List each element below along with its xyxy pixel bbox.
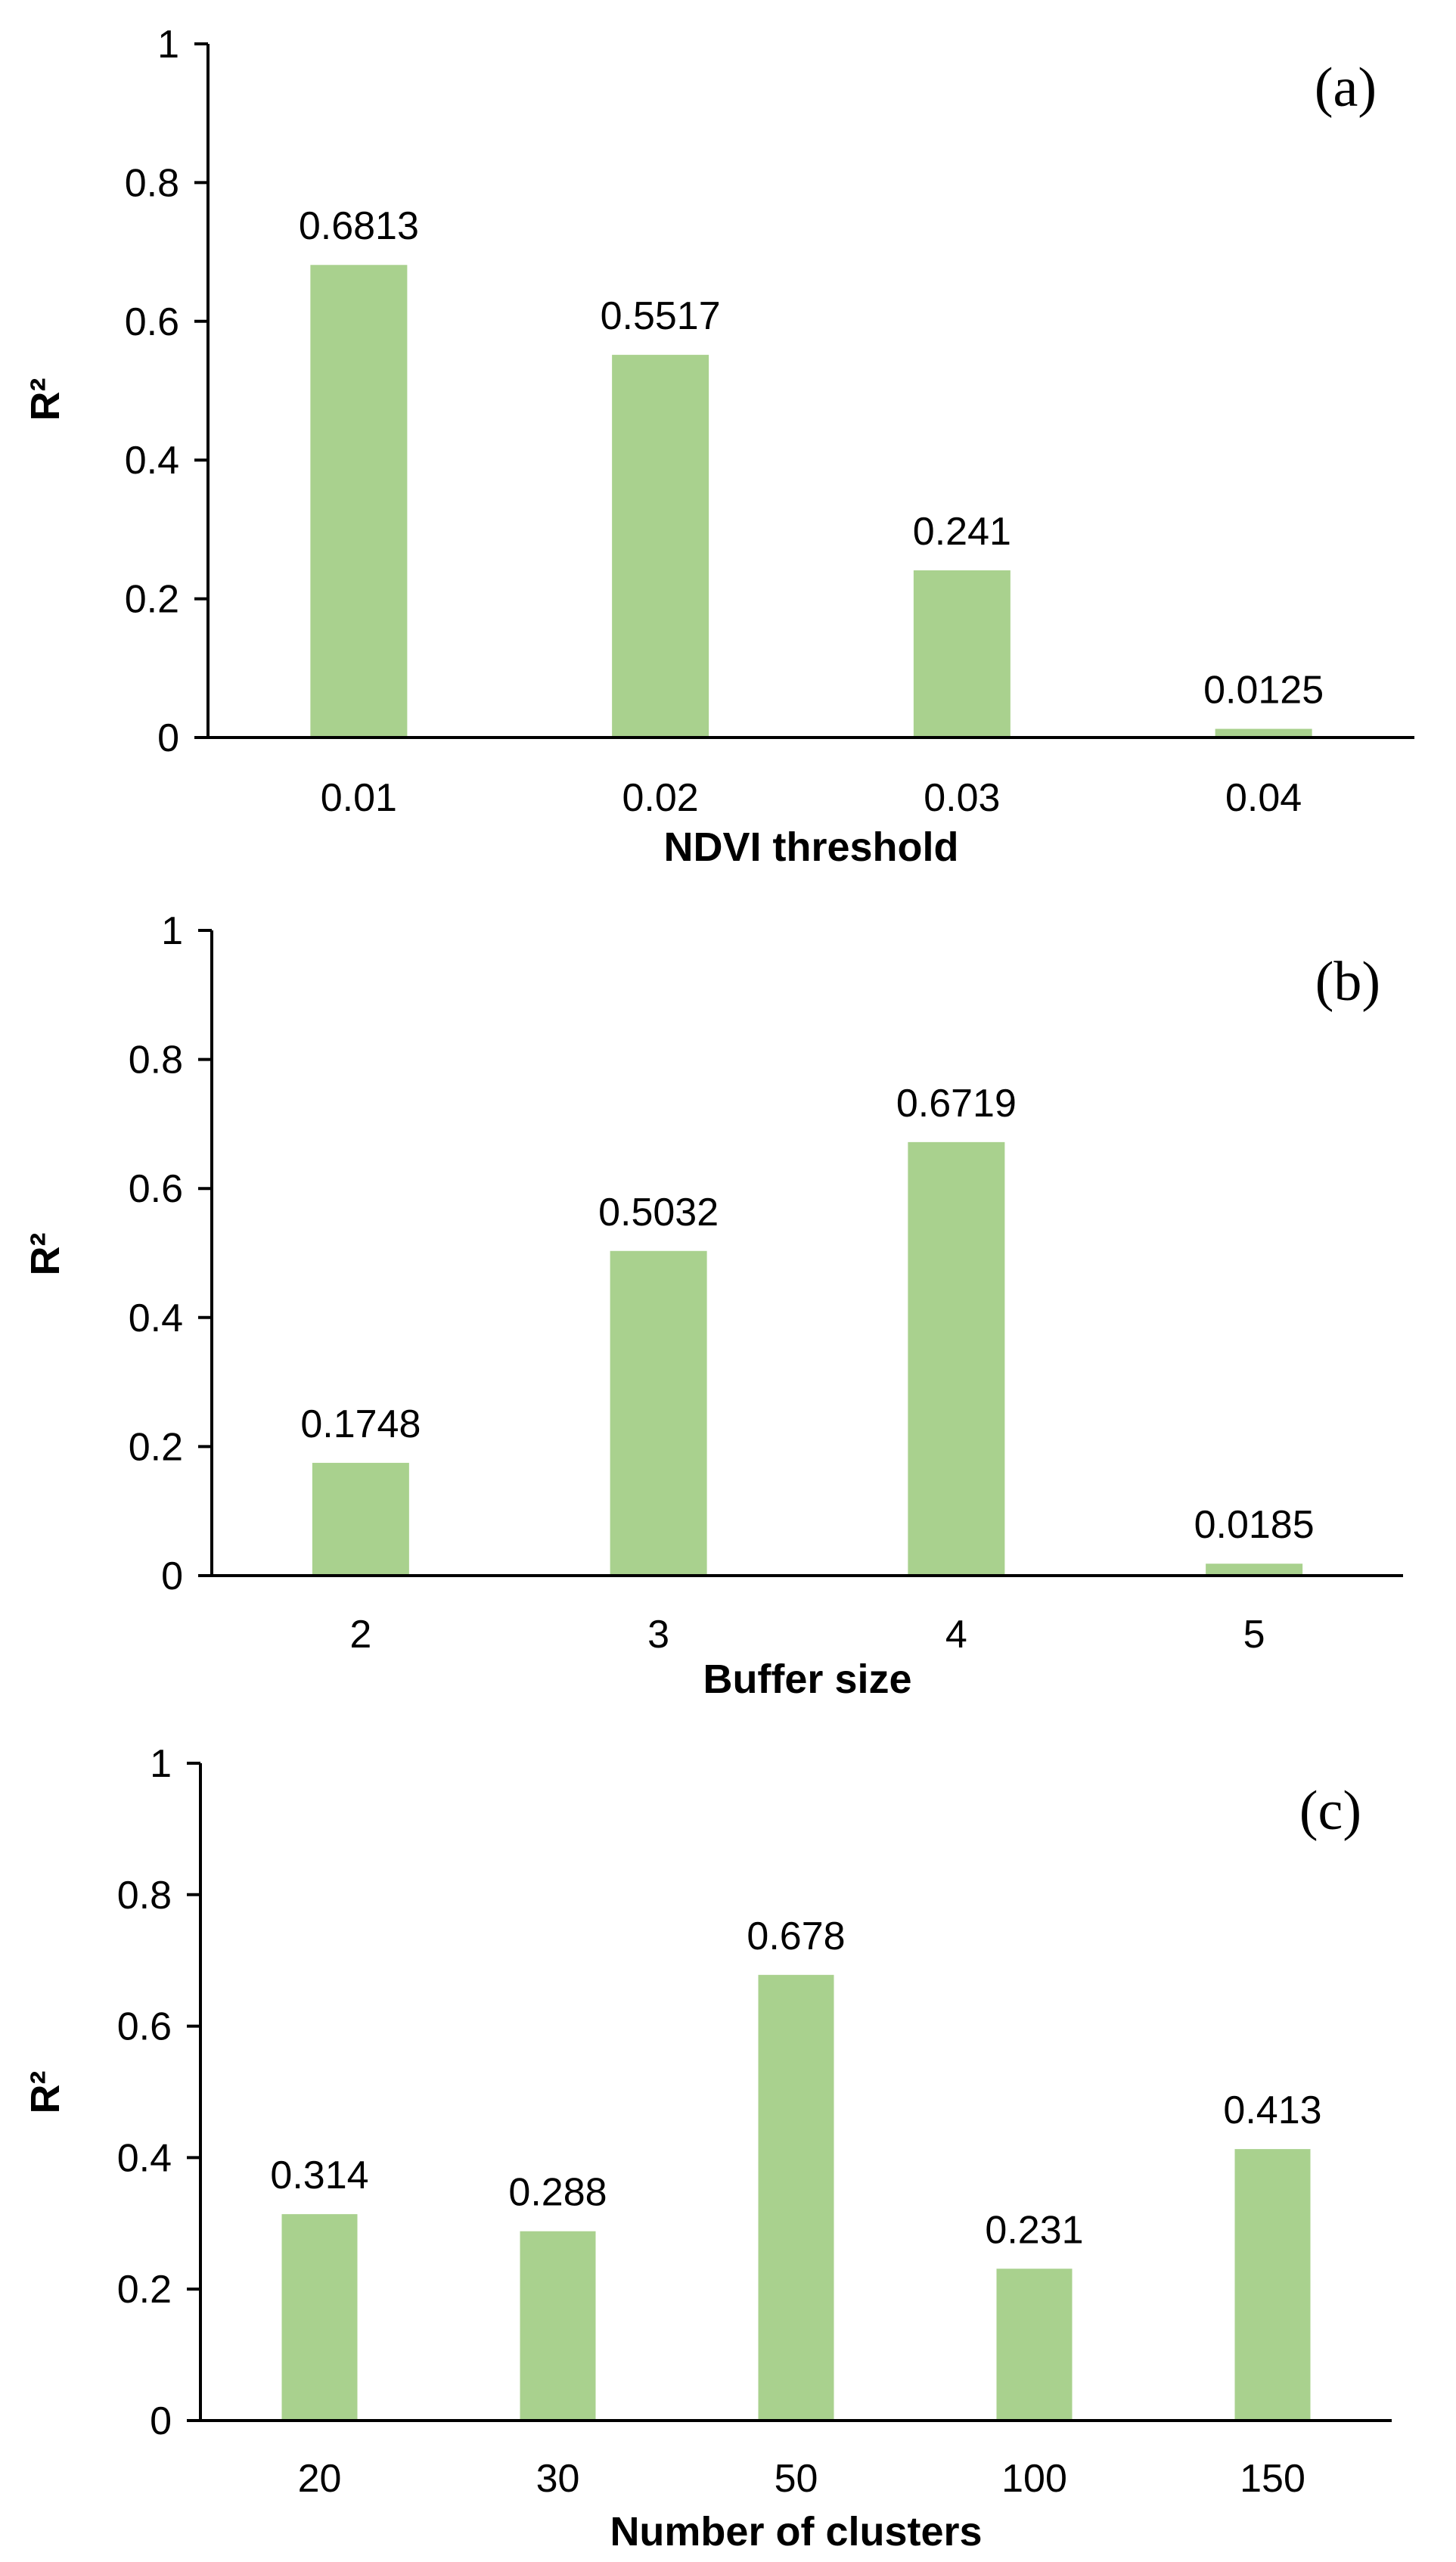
data-label: 0.314 — [270, 2154, 368, 2197]
x-axis-title: Number of clusters — [610, 2509, 982, 2554]
y-axis-title: R² — [23, 2071, 68, 2114]
panel-label: (a) — [1315, 57, 1377, 119]
x-tick-label: 150 — [1240, 2457, 1305, 2501]
y-tick-label: 0.6 — [117, 2005, 172, 2049]
panel-label: (b) — [1315, 951, 1380, 1013]
x-tick-label: 0.02 — [622, 776, 699, 820]
x-tick-label: 5 — [1243, 1613, 1265, 1657]
bar-150 — [1234, 2149, 1311, 2421]
chart-panel-2: 0 0.2 0.4 0.6 0.8 1 0.1748 2 0.5032 3 0.6719 4 0.018… — [23, 909, 1403, 1702]
x-axis-title: NDVI threshold — [663, 824, 958, 870]
bar-0.01 — [310, 265, 408, 738]
y-tick-label: 0.8 — [117, 1874, 172, 1918]
data-label: 0.413 — [1223, 2088, 1321, 2132]
chart-panel-1: 0 0.2 0.4 0.6 0.8 1 0.6813 0.01 0.5517 0.02 0.241 0… — [23, 23, 1414, 870]
bar-5 — [1206, 1564, 1303, 1576]
data-label: 0.5517 — [601, 294, 721, 338]
x-tick-label: 20 — [298, 2457, 342, 2501]
x-tick-label: 0.01 — [321, 776, 397, 820]
x-tick-label: 2 — [349, 1613, 371, 1657]
y-tick-label: 0.4 — [117, 2136, 172, 2180]
data-label: 0.6719 — [896, 1082, 1017, 1126]
y-tick-label: 0.6 — [125, 300, 179, 344]
data-label: 0.678 — [747, 1915, 845, 1958]
y-tick-label: 0.8 — [125, 161, 179, 205]
x-tick-label: 3 — [647, 1613, 669, 1657]
y-axis-title: R² — [23, 1233, 68, 1276]
data-label: 0.5032 — [598, 1191, 719, 1234]
x-tick-label: 0.04 — [1225, 776, 1302, 820]
y-tick-label: 1 — [150, 1742, 172, 1786]
x-tick-label: 4 — [945, 1613, 967, 1657]
data-label: 0.1748 — [300, 1402, 421, 1446]
y-axis-title: R² — [23, 378, 68, 421]
data-label: 0.288 — [508, 2171, 607, 2215]
y-tick-label: 0.2 — [125, 578, 179, 622]
y-tick-label: 0.6 — [129, 1167, 183, 1211]
y-tick-label: 0 — [157, 716, 179, 760]
bar-20 — [281, 2214, 358, 2421]
y-tick-label: 1 — [161, 909, 183, 953]
data-label: 0.231 — [985, 2208, 1083, 2252]
y-tick-label: 0.4 — [129, 1297, 183, 1340]
x-axis-title: Buffer size — [703, 1657, 911, 1702]
bar-100 — [996, 2269, 1073, 2421]
x-tick-label: 0.03 — [924, 776, 1000, 820]
y-tick-label: 0 — [150, 2399, 172, 2443]
bar-2 — [312, 1462, 409, 1576]
y-tick-label: 0.2 — [129, 1425, 183, 1469]
chart-panel-3: 0 0.2 0.4 0.6 0.8 1 0.314 20 0.288 30 0.678 50 0.231… — [23, 1742, 1392, 2554]
data-label: 0.0125 — [1203, 669, 1324, 713]
y-tick-label: 1 — [157, 23, 179, 67]
bar-0.02 — [612, 355, 709, 738]
data-label: 0.0185 — [1194, 1503, 1315, 1547]
bar-0.04 — [1215, 728, 1312, 738]
bar-30 — [520, 2231, 596, 2421]
x-tick-label: 50 — [775, 2457, 818, 2501]
x-tick-label: 100 — [1001, 2457, 1067, 2501]
x-tick-label: 30 — [536, 2457, 580, 2501]
bar-50 — [758, 1974, 834, 2421]
panel-label: (c) — [1299, 1780, 1361, 1842]
y-tick-label: 0.4 — [125, 439, 179, 483]
y-tick-label: 0 — [161, 1554, 183, 1598]
data-label: 0.6813 — [299, 204, 419, 248]
bar-4 — [908, 1141, 1005, 1576]
y-tick-label: 0.8 — [129, 1039, 183, 1082]
y-tick-label: 0.2 — [117, 2268, 172, 2312]
bar-3 — [610, 1250, 707, 1576]
data-label: 0.241 — [913, 510, 1011, 554]
bar-0.03 — [913, 570, 1011, 738]
